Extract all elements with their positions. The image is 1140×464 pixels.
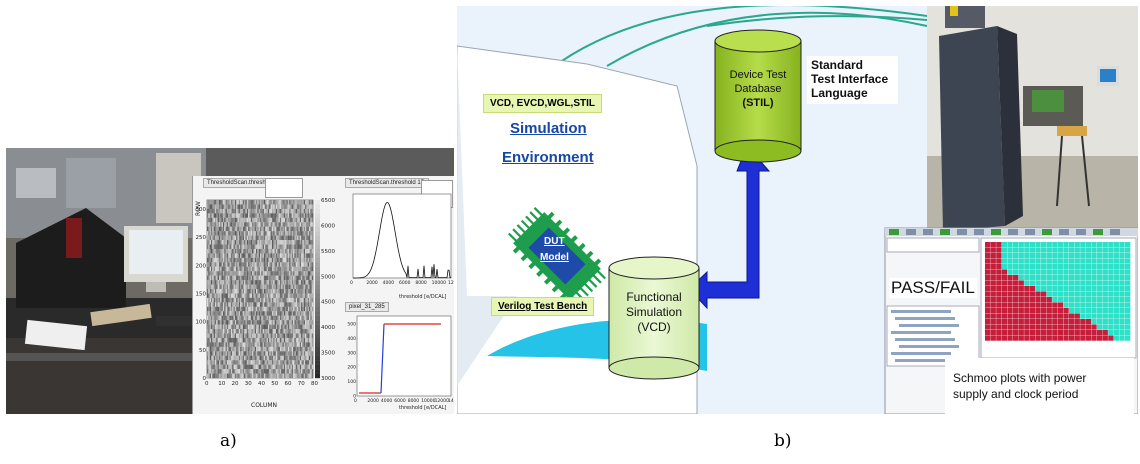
environment-link[interactable]: Environment [502,149,594,166]
pixel-plot-y-tick: 500 [347,322,356,328]
pixel-plot-x-tick: 8000 [408,398,420,404]
plot2d-x-tick: 60 [285,381,292,387]
schmoo-caption: Schmoo plots with power supply and clock… [953,370,1086,402]
pixel-plot-area: 0 2000400060008000100001200014000 0 100 200… [347,315,454,404]
pixel-plot-y-tick: 200 [347,365,356,371]
plot2d-x-tick: 40 [258,381,265,387]
schmoo-caption-line-1: Schmoo plots with power [953,371,1087,385]
ate-tester-photo [927,6,1138,231]
plot2d-z-tick: 5000 [321,274,335,280]
plot1d-x-tick: 4000 [383,280,395,286]
pixel-plot-x-tick: 6000 [394,398,406,404]
plot2d-y-tick: 50 [199,348,206,354]
device-db-line-3: (STIL) [742,97,774,109]
caption-a: a) [220,431,237,451]
plot2d-x-tick: 70 [298,381,305,387]
plot2d-area: 0 10 20 30 40 50 60 70 80 0 50 100 150 200 250 300 300… [196,198,336,387]
plot1d-x-tick: 12000 [448,280,454,286]
plot2d-stats-box [265,178,303,198]
functional-sim-line-3: (VCD) [637,320,671,334]
plot2d-y-tick: 300 [196,207,207,213]
plot1d-x-tick: 0 [350,280,353,286]
plot2d-x-tick: 50 [271,381,278,387]
pixel-plot-x-tick: 4000 [381,398,393,404]
caption-b: b) [774,431,792,451]
schmoo-caption-line-2: supply and clock period [953,387,1079,401]
schmoo-screenshot [884,227,1138,414]
stil-line-2: Test Interface [811,72,889,86]
plot2d-y-tick: 0 [203,376,207,382]
plot2d-y-tick: 250 [196,235,207,241]
plot2d-y-tick: 200 [196,263,207,269]
verilog-test-bench-label: Verilog Test Bench [491,297,595,316]
plot1d-xlabel: threshold [e/DCAL] [399,294,447,300]
pixel-plot-y-tick: 300 [347,350,356,356]
pass-fail-label: PASS/FAIL [889,278,977,298]
pixel-plot-x-tick: 0 [354,398,357,404]
stil-line-3: Language [811,86,868,100]
pixel-plot-x-tick: 14000 [448,398,454,404]
plot2d-x-tick: 80 [311,381,318,387]
stil-line-1: Standard [811,58,864,72]
plot2d-y-tick: 100 [196,320,207,326]
panel-b-test-flow-diagram: VCD, EVCD,WGL,STIL Simulation Environmen… [457,6,1138,414]
pixel-plot-x-tick: 10000 [421,398,435,404]
pixel-plot-y-tick: 400 [347,336,356,342]
device-db-text: Device Test Database (STIL) [715,68,801,110]
pixel-plot-y-tick: 0 [353,394,356,400]
pixel-plot-y-tick: 100 [347,379,356,385]
plot2d-x-tick: 20 [232,381,239,387]
plot2d-z-tick: 6000 [321,223,335,229]
plot1d-x-tick: 2000 [366,280,378,286]
plot1d-title: ThresholdScan.threshold 1D [345,178,430,188]
pixel-plot-xlabel: threshold [e/DCAL] [399,405,447,411]
pixel-plot-x-tick: 2000 [367,398,379,404]
bidirectional-arrow [688,145,771,310]
plot2d-z-tick: 6500 [321,198,335,204]
plot2d-z-tick: 3000 [321,376,335,382]
plot2d-z-tick: 5500 [321,249,335,255]
device-db-line-2: Database [734,83,782,95]
plot2d-xlabel: COLUMN [251,402,278,409]
dut-label: DUT [544,236,565,247]
functional-sim-line-1: Functional [626,290,682,304]
plot2d-z-tick: 3500 [321,351,335,357]
lab-setup-photo [6,148,206,414]
functional-sim-line-2: Simulation [625,305,683,319]
plot2d-z-tick: 4000 [321,325,335,331]
plot2d-x-tick: 10 [218,381,225,387]
plot1d-x-tick: 10000 [432,280,446,286]
plot2d-x-tick: 0 [205,381,209,387]
plot2d-x-tick: 30 [245,381,252,387]
device-db-line-1: Device Test [729,69,787,81]
stil-description: Standard Test Interface Language [807,56,899,104]
functional-simulation-text: Functional Simulation (VCD) [609,290,699,335]
plot1d-x-tick: 8000 [415,280,427,286]
model-label: Model [540,252,569,263]
pixel-plot-title: pixel_31_285 [345,302,389,312]
device-test-database-cylinder [714,29,802,163]
pixel-plot-rise-segment [380,323,385,394]
simulation-link[interactable]: Simulation [510,120,587,137]
plot1d-x-tick: 6000 [399,280,411,286]
plot2d-y-tick: 150 [196,291,207,297]
functional-simulation-cylinder [608,256,700,380]
plot2d-z-tick: 4500 [321,300,335,306]
formats-label: VCD, EVCD,WGL,STIL [483,94,602,113]
pixel-plot-x-tick: 12000 [435,398,449,404]
